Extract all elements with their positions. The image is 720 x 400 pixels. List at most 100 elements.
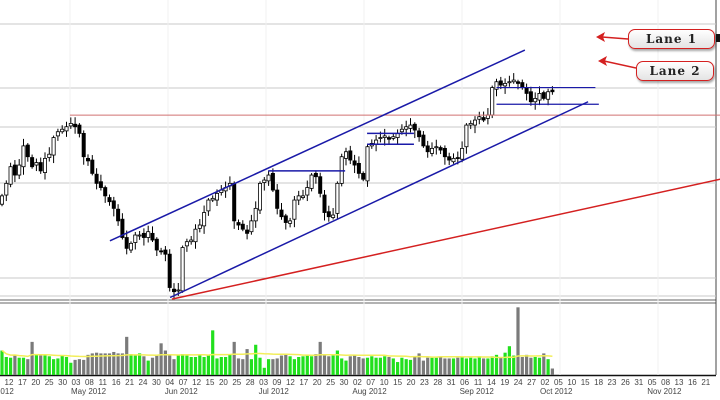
month-label: 2012 xyxy=(0,387,14,396)
volume-bar xyxy=(120,353,124,375)
candle-down xyxy=(124,237,129,249)
volume-bar xyxy=(73,359,77,375)
volume-bar xyxy=(529,357,533,375)
x-tick-label: 11 xyxy=(474,378,483,387)
candle-down xyxy=(81,132,86,158)
candle-up xyxy=(133,234,138,243)
volume-bar xyxy=(503,352,507,375)
x-tick-label: 15 xyxy=(206,378,215,387)
volume-bar xyxy=(125,336,129,375)
volume-bar xyxy=(69,362,73,375)
volume-bar xyxy=(391,358,395,375)
candle-up xyxy=(511,79,516,83)
x-tick-label: 31 xyxy=(634,378,643,387)
volume-bar xyxy=(305,355,309,375)
x-tick-label: 24 xyxy=(139,378,148,387)
x-tick-label: 23 xyxy=(420,378,429,387)
candle-up xyxy=(146,231,151,238)
trend-lines xyxy=(69,49,720,300)
candle-up xyxy=(365,146,370,182)
x-tick-label: 25 xyxy=(232,378,241,387)
volume-bar xyxy=(477,356,481,375)
upper-channel-line xyxy=(109,49,526,242)
volume-bar xyxy=(155,355,159,375)
candle-down xyxy=(481,117,486,121)
month-label: May 2012 xyxy=(71,387,107,396)
candle-down xyxy=(322,194,327,213)
candle-up xyxy=(399,128,404,133)
volume-bar xyxy=(249,359,253,375)
volume-bar xyxy=(56,358,60,375)
volume-bar xyxy=(469,357,473,375)
candle-up xyxy=(408,124,413,129)
candle-up xyxy=(288,220,293,224)
candle-down xyxy=(348,150,353,161)
volume-bar xyxy=(245,349,249,375)
volume-bar xyxy=(279,355,284,375)
candle-down xyxy=(326,211,331,218)
candle-up xyxy=(47,153,52,158)
volume-bar xyxy=(254,344,258,375)
volume-bar xyxy=(112,351,116,375)
candle-up xyxy=(128,242,133,251)
candle-up xyxy=(464,124,469,148)
candle-down xyxy=(361,172,366,180)
volume-bar xyxy=(357,357,361,375)
volume-bar xyxy=(516,307,520,375)
candle-down xyxy=(550,89,555,93)
volume-bar xyxy=(387,357,391,375)
lower-channel-line xyxy=(169,101,589,299)
volume-bar xyxy=(460,357,464,375)
volume-bar xyxy=(241,359,245,375)
candle-down xyxy=(120,218,125,238)
candle-up xyxy=(378,137,383,139)
candle-down xyxy=(313,172,318,178)
volume-bar xyxy=(327,356,331,375)
volume-bar xyxy=(314,354,318,375)
candle-up xyxy=(8,166,13,185)
x-tick-label: 20 xyxy=(31,378,40,387)
candle-down xyxy=(232,182,237,222)
candle-up xyxy=(21,145,26,168)
x-tick-label: 05 xyxy=(554,378,563,387)
volume-bar xyxy=(224,357,228,375)
candle-down xyxy=(98,181,103,188)
lane-1-label: Lane 1 xyxy=(628,29,715,49)
volume-bar xyxy=(138,353,142,375)
candle-down xyxy=(245,229,250,234)
candle-down xyxy=(352,160,357,166)
x-tick-label: 02 xyxy=(353,378,362,387)
candle-up xyxy=(490,87,495,116)
x-tick-label: 12 xyxy=(5,378,14,387)
volume-bar xyxy=(267,359,271,375)
volume-bar xyxy=(396,362,400,375)
volume-bar xyxy=(413,357,417,375)
candle-down xyxy=(524,87,529,94)
volume-bar xyxy=(383,356,387,375)
candle-up xyxy=(546,91,551,100)
volume-bar xyxy=(417,353,421,375)
volume-bar xyxy=(318,341,322,375)
x-tick-label: 14 xyxy=(487,378,496,387)
volume-bar xyxy=(116,353,120,375)
candle-up xyxy=(43,157,48,173)
candle-up xyxy=(266,174,271,182)
x-tick-label: 25 xyxy=(45,378,54,387)
volume-bar xyxy=(202,357,206,375)
candle-up xyxy=(451,157,456,163)
candle-up xyxy=(477,116,482,120)
volume-bar xyxy=(99,353,103,375)
lane-2-label: Lane 2 xyxy=(636,61,714,81)
candle-down xyxy=(421,134,426,147)
x-tick-label: 02 xyxy=(541,378,550,387)
volume-bar xyxy=(525,354,529,375)
month-label: Sep 2012 xyxy=(460,387,495,396)
candle-down xyxy=(240,223,245,230)
volume-bar xyxy=(17,357,21,375)
candle-up xyxy=(335,182,340,214)
volume-bar xyxy=(43,355,47,375)
candle-down xyxy=(270,172,275,191)
volume-bar xyxy=(189,357,193,375)
volume-bar xyxy=(181,354,185,375)
